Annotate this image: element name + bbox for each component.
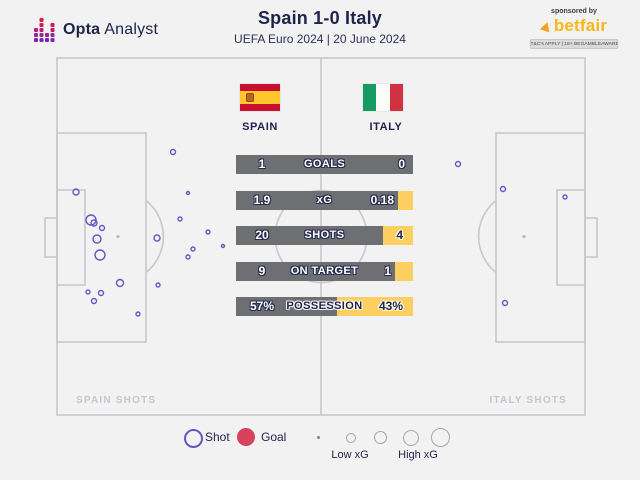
sponsor-terms-text: T&C's APPLY | 18+ BEGAMBLEAWARE.ORG — [529, 39, 619, 49]
betfair-icon — [539, 20, 552, 32]
spain-flag-stripe — [240, 90, 280, 105]
shot-marker — [92, 234, 102, 244]
brand-name: Opta Analyst — [63, 21, 158, 39]
legend-goal-label: Goal — [261, 430, 287, 444]
away-value: 1 — [384, 263, 391, 278]
six-yard-box-left — [56, 189, 86, 286]
legend-xg-size-dot — [317, 436, 320, 439]
goal-right — [584, 217, 598, 258]
shot-marker — [94, 249, 106, 261]
home-value: 1 — [258, 157, 266, 171]
legend-xg-size-circle — [403, 430, 419, 446]
opta-analyst-logo: Opta Analyst — [34, 18, 158, 42]
legend-shot-label: Shot — [205, 430, 230, 444]
italy-flag-stripe — [363, 84, 377, 111]
stat-row-possession: 57% POSSESSION 43% — [236, 297, 413, 316]
home-value: 57% — [249, 299, 275, 313]
betfair-wordmark: betfair — [553, 16, 608, 35]
spain-flag-stripe — [240, 84, 280, 91]
home-value: 20 — [255, 228, 269, 242]
legend-xg-size-circle — [374, 431, 387, 444]
stat-row-on-target: 9 ON TARGET 1 — [236, 261, 413, 281]
away-value: 4 — [396, 228, 403, 242]
away-share-fill — [337, 297, 413, 316]
away-share-fill — [395, 261, 413, 281]
legend-xg-size-circle — [431, 428, 450, 447]
stat-label: GOALS — [303, 158, 346, 170]
shot-marker — [185, 254, 191, 260]
home-value: 1.9 — [253, 192, 271, 207]
away-share-fill — [383, 226, 413, 245]
goal-left — [44, 217, 58, 258]
stat-row-goals: 1 GOALS 0 — [236, 155, 413, 174]
shot-marker — [454, 160, 462, 168]
penalty-arc-right — [477, 199, 497, 274]
shot-marker — [155, 282, 161, 288]
shot-marker — [220, 243, 226, 249]
betfair-logo: betfair — [520, 16, 628, 36]
italy-flag-stripe — [376, 84, 390, 111]
brand-bold: Opta — [63, 21, 101, 38]
spain-flag — [240, 84, 280, 111]
shot-marker — [169, 148, 177, 156]
legend-xg-size-circle — [346, 433, 356, 443]
shot-marker — [90, 297, 98, 305]
shot-markers — [72, 148, 568, 317]
shot-marker — [72, 188, 80, 196]
stat-label: ON TARGET — [290, 264, 359, 277]
shot-marker — [501, 299, 509, 307]
brand-regular: Analyst — [104, 21, 159, 38]
away-team-name: ITALY — [369, 121, 403, 133]
penalty-spot-left — [116, 234, 120, 239]
legend-shot-marker — [184, 429, 203, 448]
shot-marker — [90, 219, 98, 227]
home-team-name: SPAIN — [242, 121, 278, 133]
legend-high-xg-label: High xG — [398, 449, 438, 461]
italy-shots-label: ITALY SHOTS — [489, 395, 567, 406]
stat-row-shots: 20 SHOTS 4 — [236, 226, 413, 245]
shot-marker — [115, 278, 125, 288]
italy-flag — [363, 84, 403, 111]
match-subtitle: UEFA Euro 2024 | 20 June 2024 — [234, 32, 406, 46]
shot-marker — [98, 224, 106, 232]
spain-flag-stripe — [240, 104, 280, 111]
legend-low-xg-label: Low xG — [331, 449, 369, 461]
shot-marker — [153, 234, 161, 242]
penalty-area-left — [56, 132, 147, 343]
shot-marker — [97, 289, 105, 297]
shot-marker — [185, 190, 191, 196]
away-share-fill — [398, 190, 413, 210]
shot-marker — [562, 194, 568, 200]
stat-row-xg: 1.9 xG 0.18 — [236, 190, 413, 210]
stat-label: xG — [316, 193, 333, 206]
header-title-block: Spain 1-0 Italy UEFA Euro 2024 | 20 June… — [0, 8, 640, 46]
legend-goal-marker — [237, 428, 255, 446]
home-value: 9 — [258, 263, 266, 278]
penalty-spot-right — [522, 234, 526, 239]
stat-label: SHOTS — [304, 229, 345, 241]
penalty-arc-left — [145, 199, 165, 274]
shot-marker — [177, 216, 183, 222]
spain-shots-label: SPAIN SHOTS — [76, 395, 157, 406]
shot-marker — [190, 246, 196, 252]
away-value: 0 — [398, 157, 405, 171]
shot-marker — [135, 311, 141, 317]
stat-label: POSSESSION — [286, 300, 363, 312]
shot-marker — [499, 185, 507, 193]
match-title: Spain 1-0 Italy — [257, 8, 383, 28]
shot-marker — [85, 289, 91, 295]
six-yard-box-right — [556, 189, 586, 286]
away-value: 0.18 — [370, 192, 394, 207]
sponsor-block: sponsored by betfair T&C's APPLY | 18+ B… — [520, 8, 628, 50]
sponsored-by-text: sponsored by — [551, 8, 597, 15]
spain-flag-emblem — [246, 92, 254, 102]
opta-bars-icon — [34, 18, 55, 42]
penalty-area-right — [495, 132, 586, 343]
away-value: 43% — [378, 299, 403, 313]
shot-marker — [205, 229, 211, 235]
italy-flag-stripe — [389, 84, 403, 111]
